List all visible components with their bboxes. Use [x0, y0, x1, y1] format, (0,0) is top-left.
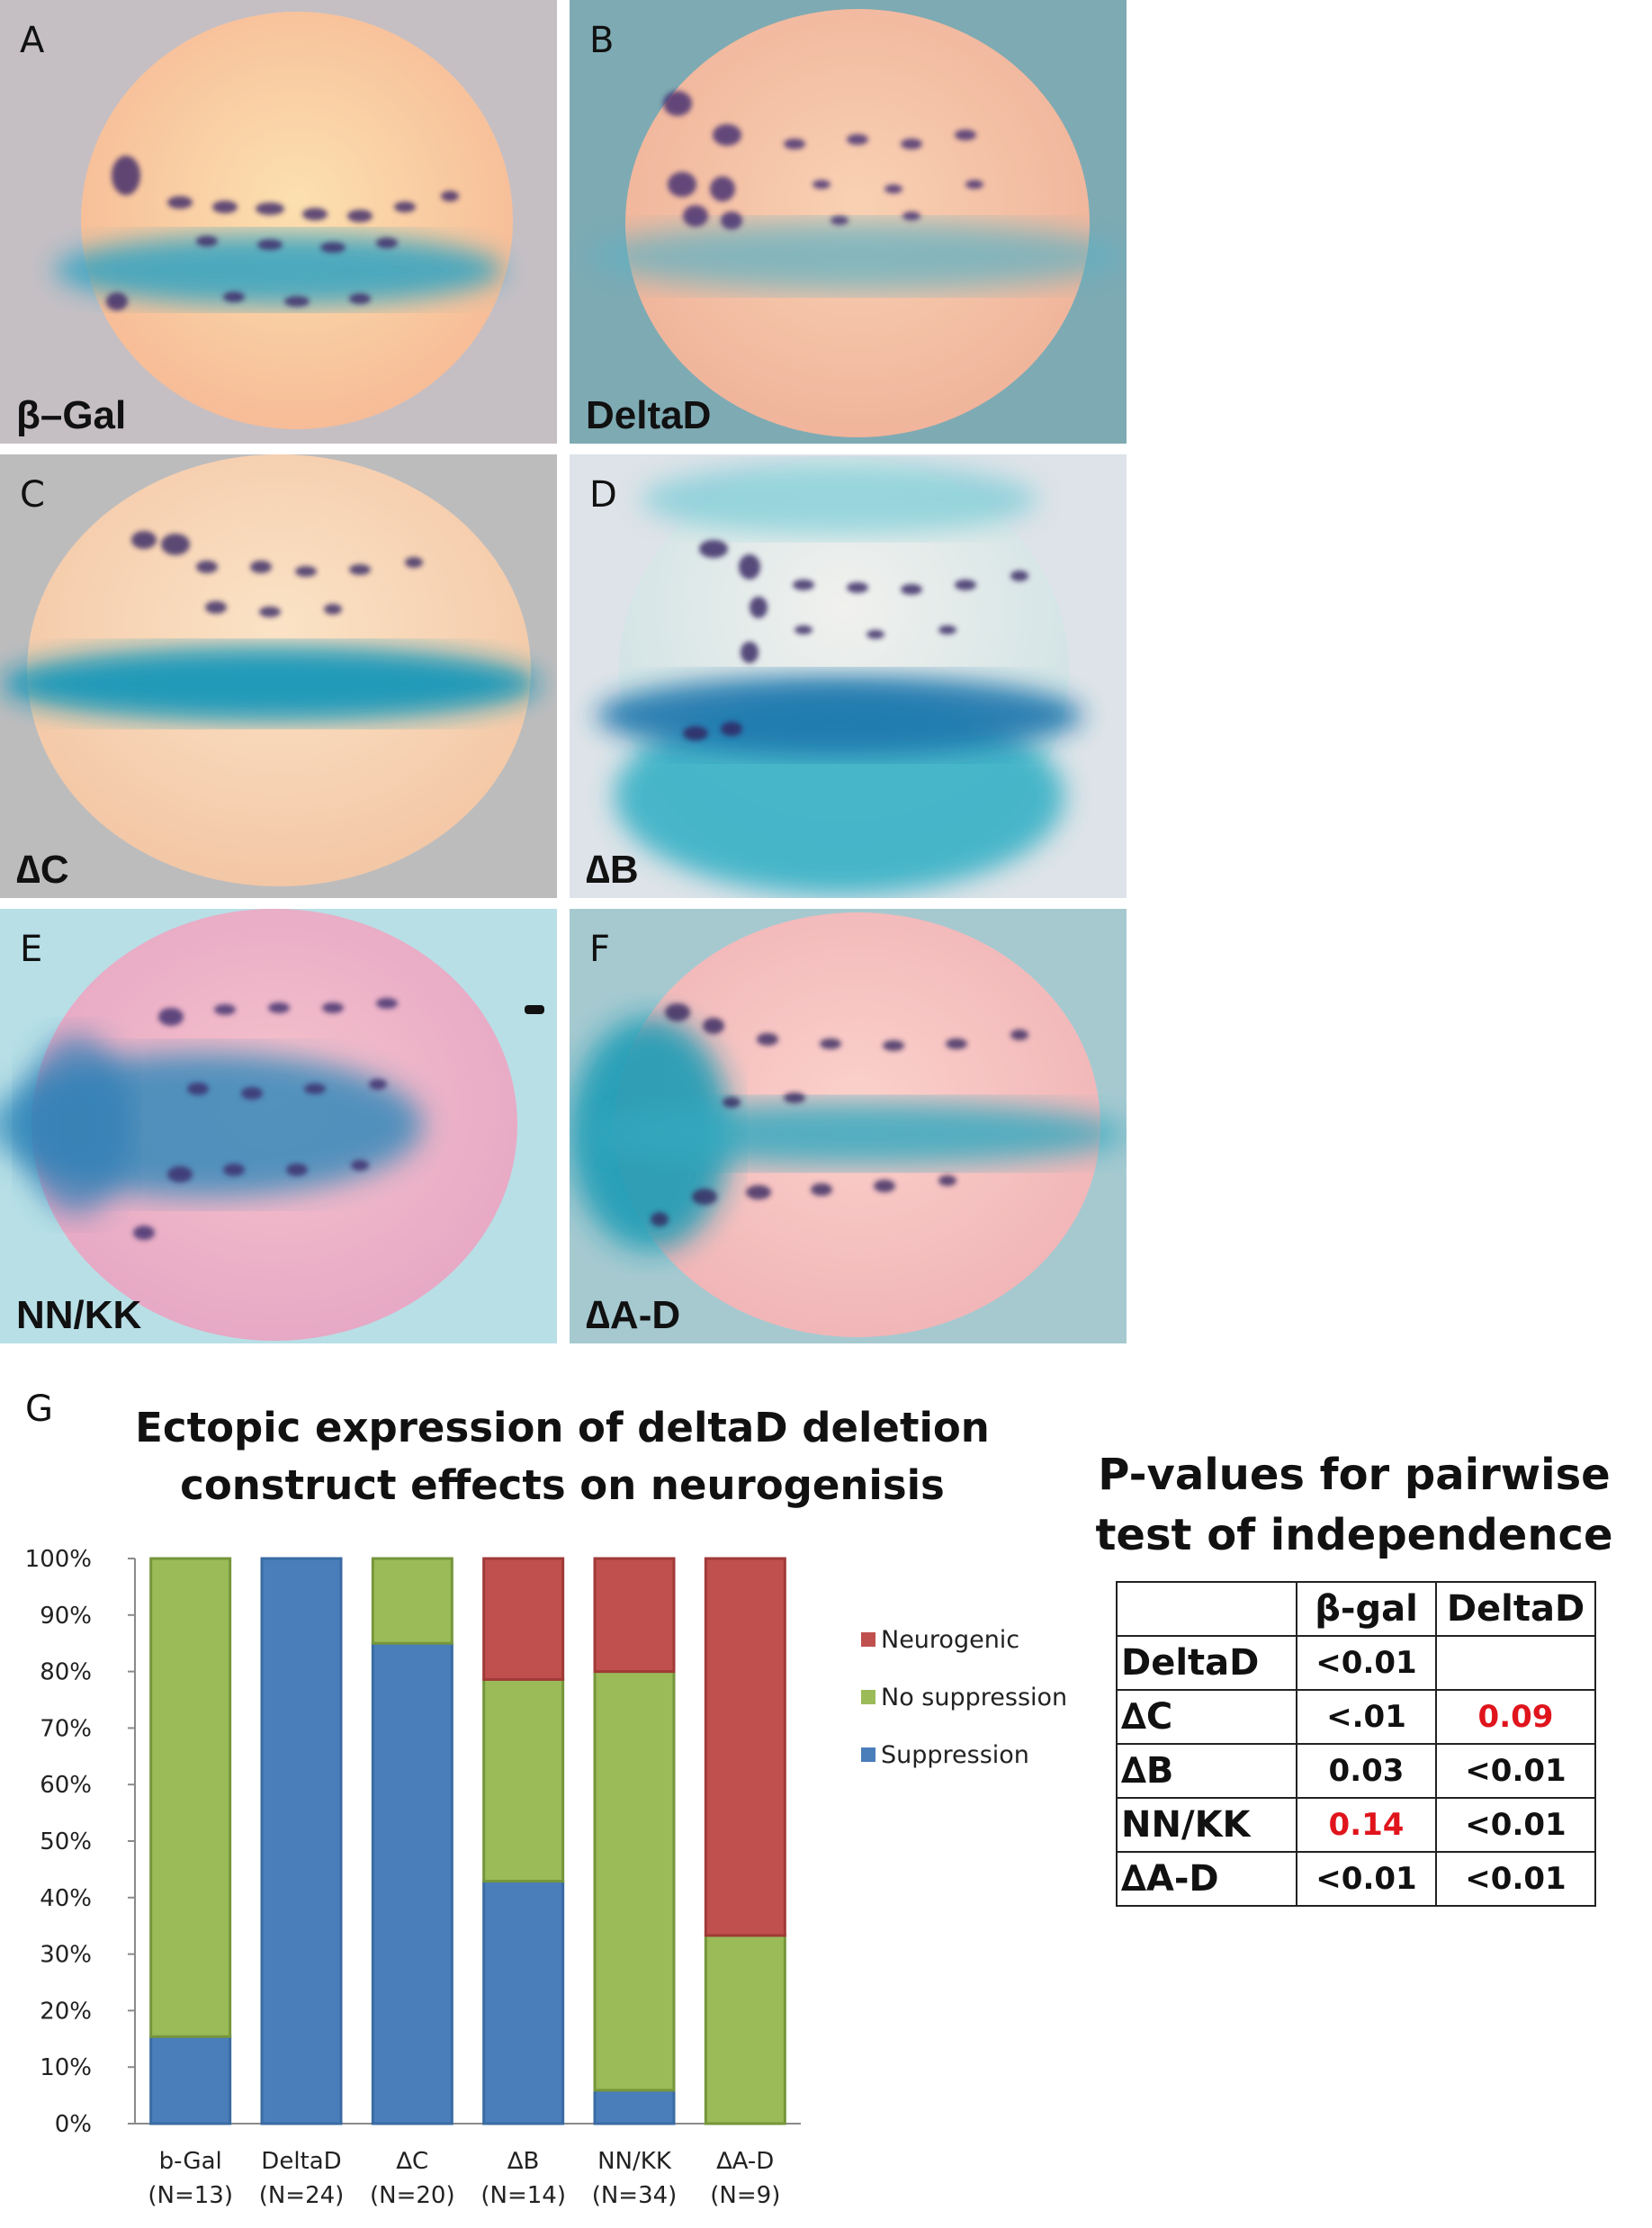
pvalue-cell-bgal: <0.01 — [1296, 1635, 1437, 1691]
legend-label-no-suppression: No suppression — [881, 1683, 1068, 1711]
pvalue-table-header-row: β-gal DeltaD — [1116, 1581, 1596, 1637]
panel-f-image: F ∆A-D — [570, 909, 1127, 1343]
pvalue-row: DeltaD <0.01 — [1116, 1635, 1596, 1691]
y-tick-label: 60% — [40, 1772, 92, 1799]
chart-title-line-1: Ectopic expression of deltaD deletion — [135, 1404, 990, 1451]
panel-c-image: C ∆C — [0, 454, 557, 898]
bar-segment-no-suppression — [371, 1557, 453, 1645]
pvalue-row: ∆A-D <0.01 <0.01 — [1116, 1851, 1596, 1907]
panel-c-letter: C — [20, 474, 45, 516]
y-tick-label: 30% — [40, 1942, 92, 1969]
x-tick-n-label: (N=13) — [148, 2182, 233, 2209]
x-tick-n-label: (N=34) — [592, 2182, 678, 2209]
bar-segment-neurogenic — [593, 1557, 676, 1674]
y-tick-label: 70% — [40, 1715, 92, 1742]
pvalue-row-label: DeltaD — [1116, 1635, 1297, 1691]
pvalue-row: NN/KK 0.14 <0.01 — [1116, 1797, 1596, 1853]
bar-segment-suppression — [482, 1880, 565, 2125]
legend-item-suppression: Suppression — [861, 1726, 1067, 1783]
y-tick-label: 0% — [55, 2111, 92, 2138]
x-tick-n-label: (N=20) — [370, 2182, 455, 2209]
pvalue-table: β-gal DeltaD DeltaD <0.01 ∆C <.01 0.09 ∆… — [1116, 1581, 1596, 1907]
pvalue-table-title: P-values for pairwise test of independen… — [1093, 1445, 1615, 1566]
panel-f-letter: F — [589, 929, 611, 970]
x-tick-n-label: (N=14) — [480, 2182, 566, 2209]
pvalue-cell-bgal: 0.03 — [1296, 1743, 1437, 1799]
x-tick-n-label: (N=9) — [710, 2182, 780, 2209]
panel-f-condition-label: ∆A-D — [586, 1293, 681, 1337]
panel-d-letter: D — [589, 474, 617, 516]
y-tick-label: 80% — [40, 1659, 92, 1686]
legend-item-neurogenic: Neurogenic — [861, 1611, 1067, 1668]
pvalue-cell-bgal: <0.01 — [1296, 1851, 1437, 1907]
pvalue-cell-deltad: <0.01 — [1435, 1851, 1596, 1907]
pvalue-header-bgal: β-gal — [1296, 1581, 1437, 1637]
y-tick-label: 20% — [40, 1998, 92, 2025]
y-tick-label: 50% — [40, 1828, 92, 1855]
pvalue-cell-deltad: <0.01 — [1435, 1743, 1596, 1799]
legend-item-no-suppression: No suppression — [861, 1668, 1067, 1726]
pvalue-cell-deltad — [1435, 1635, 1596, 1691]
bar-segment-no-suppression — [593, 1670, 676, 2092]
pvalue-row-label: NN/KK — [1116, 1797, 1297, 1853]
legend-swatch-neurogenic — [861, 1632, 875, 1647]
stacked-bar-chart: 0% 10% 20% 30% 40% 50% 60% 70% 80% 90% 100% b-Gal (N… — [25, 1546, 801, 2209]
x-tick-label: DeltaD — [261, 2148, 341, 2175]
pvalue-header-empty — [1116, 1581, 1297, 1637]
legend-swatch-no-suppression — [861, 1690, 875, 1704]
panel-e-condition-label: NN/KK — [16, 1293, 142, 1337]
panel-d-image: D ∆B — [570, 454, 1127, 898]
pvalue-cell-bgal: <.01 — [1296, 1689, 1437, 1745]
pvalue-row: ∆B 0.03 <0.01 — [1116, 1743, 1596, 1799]
bar-segment-suppression — [371, 1641, 453, 2125]
x-tick-label: ∆C — [396, 2148, 429, 2175]
bar-segment-no-suppression — [149, 1557, 232, 2038]
y-tick-label: 10% — [40, 2054, 92, 2081]
panel-a-image: A β–Gal — [0, 0, 557, 444]
pvalue-cell-deltad: <0.01 — [1435, 1797, 1596, 1853]
panel-e-image: E NN/KK — [0, 909, 557, 1343]
x-tick-label: ∆B — [507, 2148, 539, 2175]
bar-segment-no-suppression — [704, 1934, 786, 2125]
bar-segment-suppression — [149, 2035, 232, 2125]
panel-a-condition-label: β–Gal — [16, 393, 127, 437]
x-tick-label: ∆A-D — [715, 2148, 774, 2175]
panel-b-letter: B — [589, 20, 615, 61]
bar-segment-suppression — [260, 1557, 343, 2125]
pvalue-row-label: ∆A-D — [1116, 1851, 1297, 1907]
x-tick-label: NN/KK — [597, 2148, 672, 2175]
pvalue-header-deltad: DeltaD — [1435, 1581, 1596, 1637]
panel-b-image: B DeltaD — [570, 0, 1127, 444]
bar-segment-neurogenic — [704, 1557, 786, 1937]
legend-swatch-suppression — [861, 1747, 875, 1762]
y-tick-label: 40% — [40, 1885, 92, 1912]
panel-c-condition-label: ∆C — [16, 848, 69, 892]
chart-legend: Neurogenic No suppression Suppression — [861, 1611, 1067, 1783]
panel-b-condition-label: DeltaD — [586, 393, 712, 437]
legend-label-suppression: Suppression — [881, 1740, 1029, 1769]
pvalue-cell-deltad-significant-highlight: 0.09 — [1435, 1689, 1596, 1745]
bar-segment-neurogenic — [482, 1557, 565, 1681]
chart-title-line-2: construct effects on neurogenisis — [180, 1460, 945, 1509]
chart-title: Ectopic expression of deltaD deletion co… — [126, 1399, 999, 1514]
panel-g-letter: G — [25, 1388, 53, 1430]
panel-a-letter: A — [20, 20, 45, 61]
x-tick-label: b-Gal — [159, 2148, 222, 2175]
panel-d-condition-label: ∆B — [586, 848, 639, 892]
y-tick-label: 90% — [40, 1603, 92, 1630]
pvalue-row-label: ∆B — [1116, 1743, 1297, 1799]
bar-segment-suppression — [593, 2089, 676, 2125]
pvalue-cell-bgal-highlight: 0.14 — [1296, 1797, 1437, 1853]
y-tick-label: 100% — [25, 1546, 92, 1573]
pvalue-table-title-line-2: test of independence — [1095, 1510, 1613, 1561]
pvalue-row: ∆C <.01 0.09 — [1116, 1689, 1596, 1745]
x-tick-n-label: (N=24) — [259, 2182, 345, 2209]
pvalue-table-title-line-1: P-values for pairwise — [1098, 1450, 1611, 1500]
bar-segment-no-suppression — [482, 1677, 565, 1883]
panel-e-letter: E — [20, 929, 43, 970]
pvalue-row-label: ∆C — [1116, 1689, 1297, 1745]
legend-label-neurogenic: Neurogenic — [881, 1625, 1020, 1654]
